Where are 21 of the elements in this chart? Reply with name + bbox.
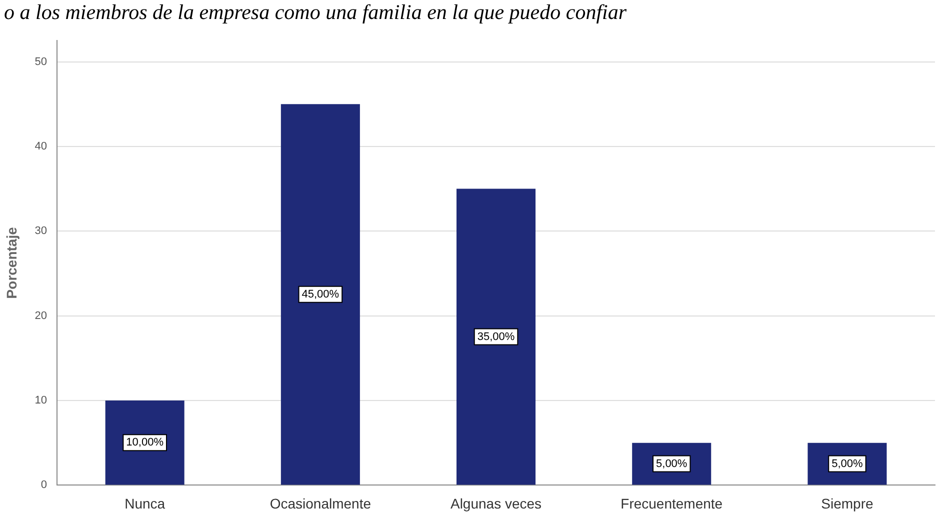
data-label: 5,00% (832, 458, 864, 470)
data-label: 5,00% (656, 458, 688, 470)
chart-title: o a los miembros de la empresa como una familia en la que puedo confiar (3, 0, 628, 24)
data-label: 10,00% (126, 436, 164, 449)
x-tick-label: Ocasionalmente (270, 495, 372, 512)
y-tick-label: 10 (34, 394, 48, 407)
data-label: 45,00% (302, 288, 340, 300)
y-axis-title: Porcentaje (3, 226, 20, 299)
y-tick-label: 0 (40, 479, 48, 492)
bar (280, 104, 360, 485)
x-tick-label: Algunas veces (450, 495, 542, 512)
bar (456, 188, 536, 485)
x-tick-label: Nunca (124, 495, 166, 512)
x-tick-label: Frecuentemente (620, 495, 723, 512)
y-tick-label: 30 (34, 225, 48, 238)
data-label: 35,00% (477, 330, 515, 343)
x-tick-label: Siempre (821, 495, 874, 512)
y-tick-label: 20 (34, 310, 48, 322)
y-tick-label: 50 (34, 56, 48, 68)
bar (105, 400, 184, 485)
y-tick-label: 40 (34, 140, 48, 152)
